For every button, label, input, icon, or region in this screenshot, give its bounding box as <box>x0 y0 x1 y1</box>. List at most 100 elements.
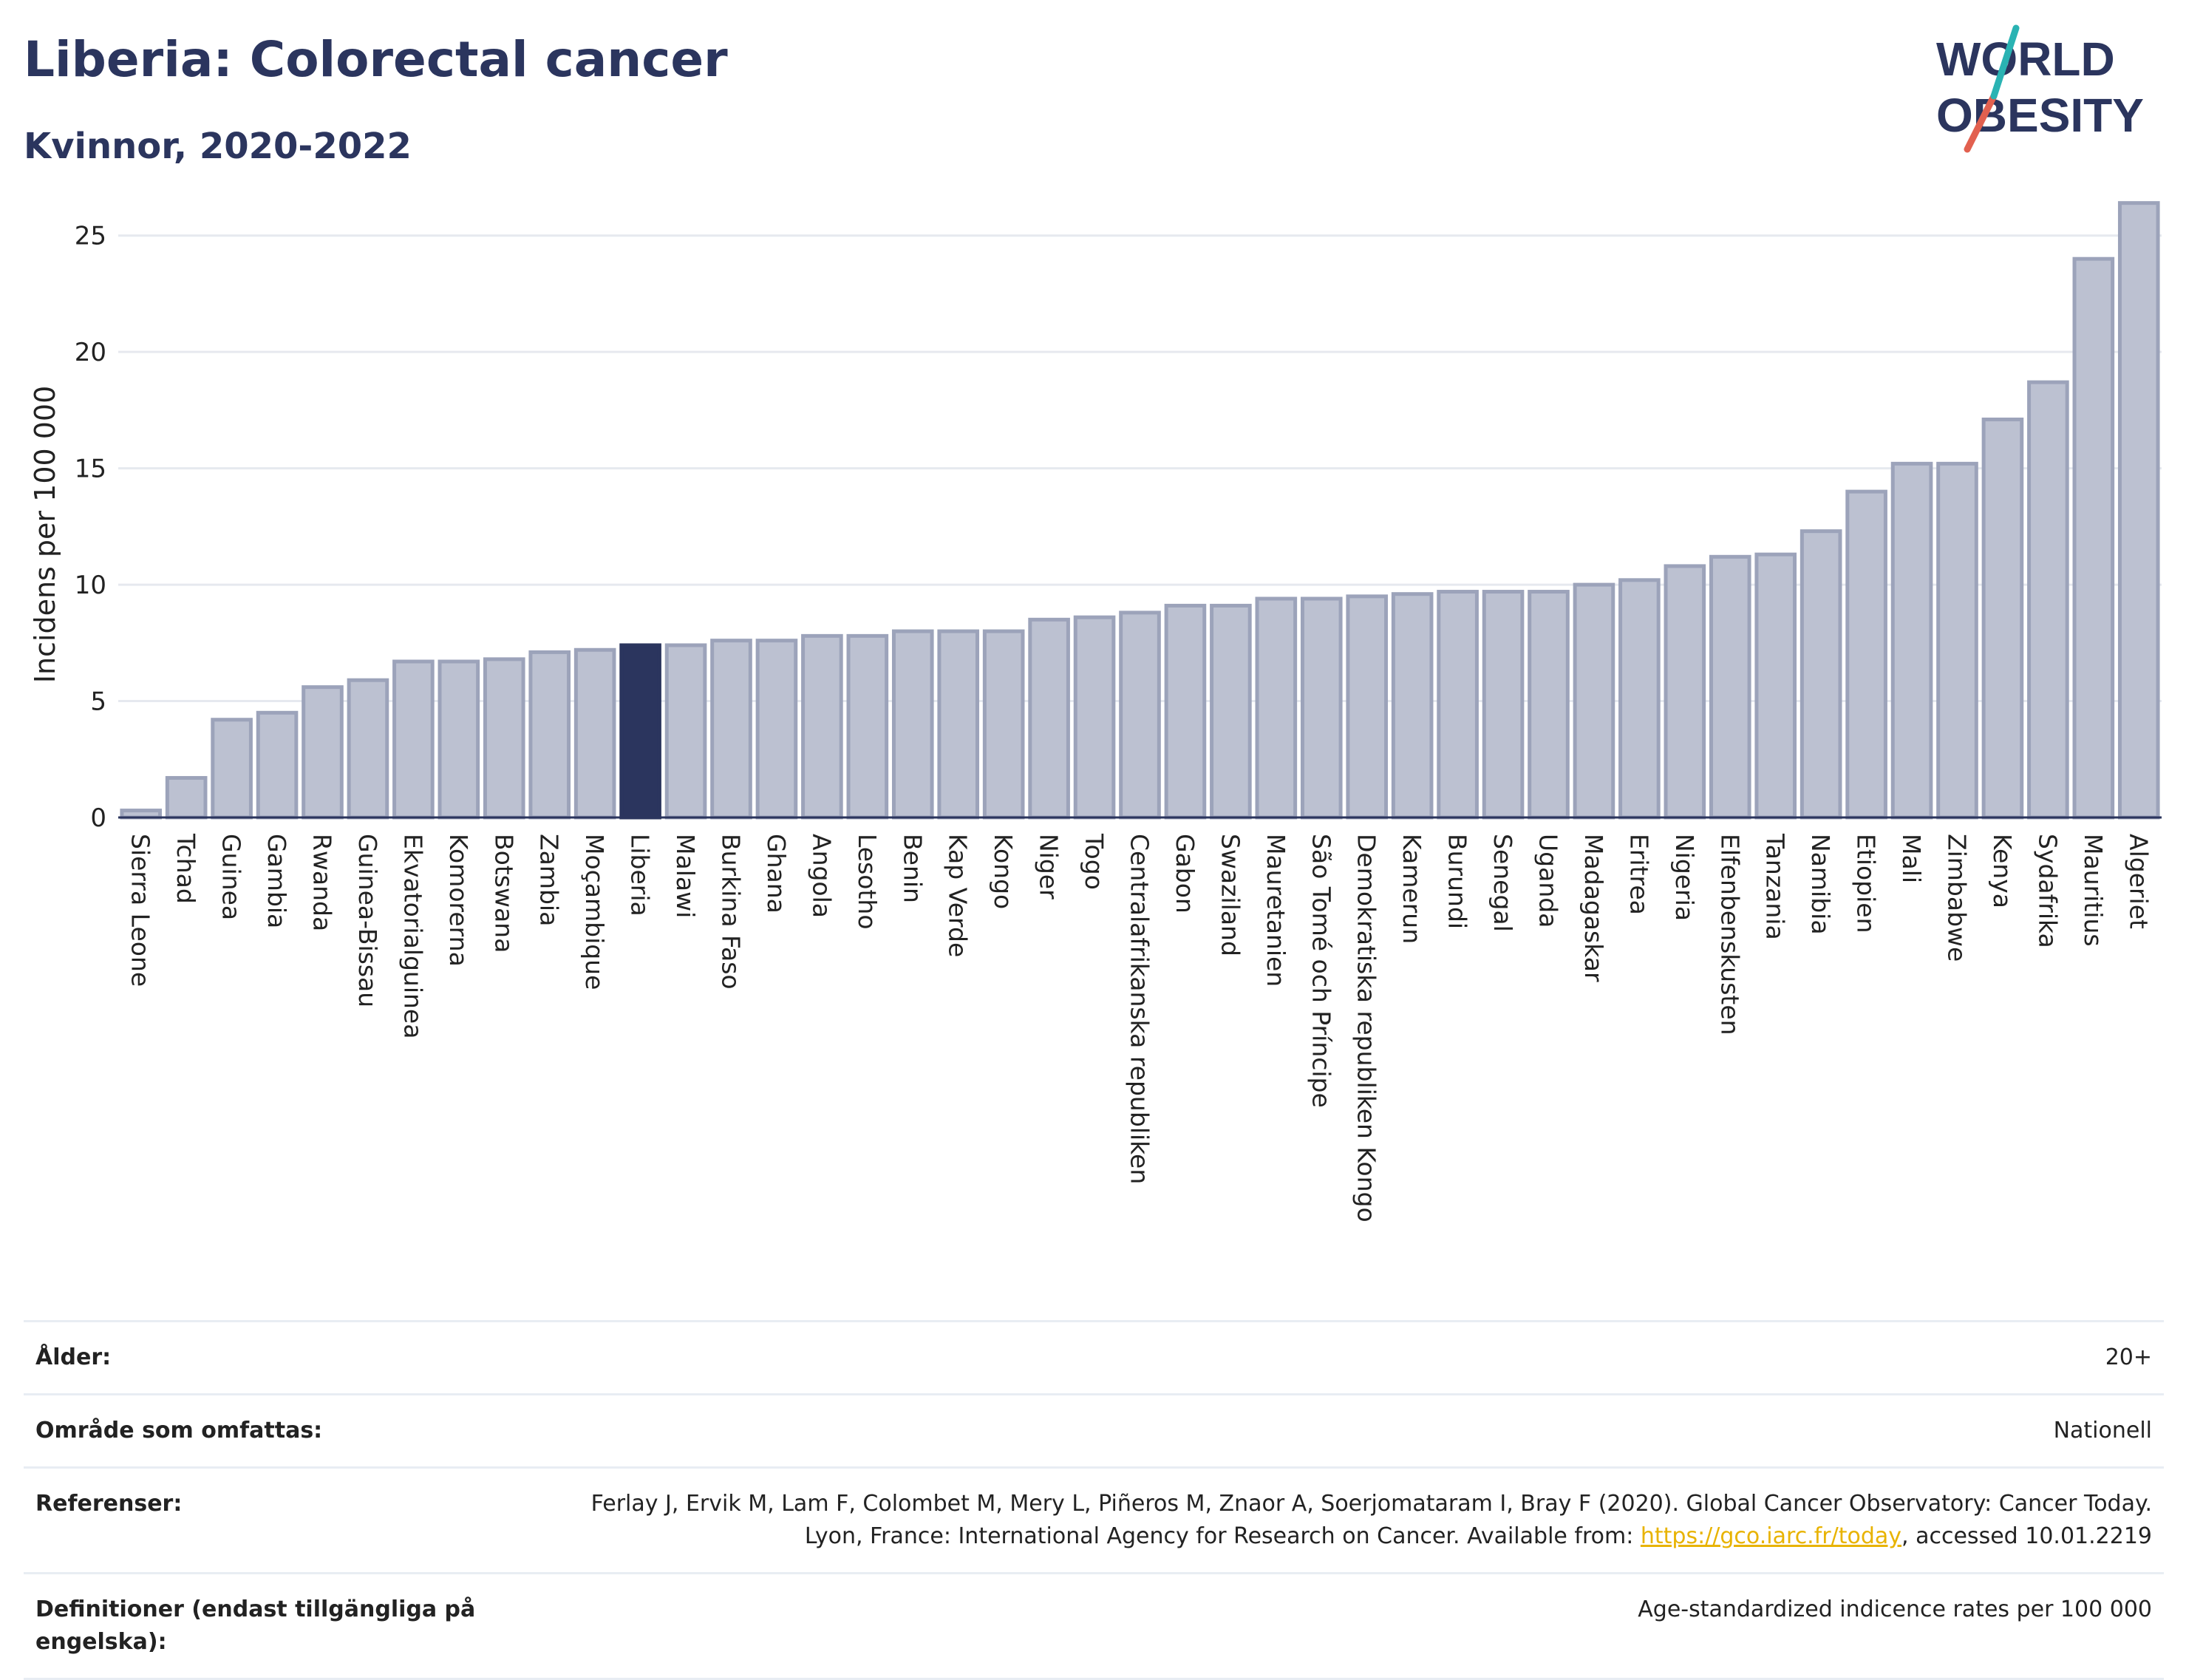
bar-mauretanien[interactable] <box>1255 596 1298 820</box>
bar-ghana[interactable] <box>755 639 798 820</box>
x-tick-label: Zimbabwe <box>1943 834 1972 962</box>
x-tick-label: Guinea <box>217 834 246 920</box>
meta-ref-value: Ferlay J, Ervik M, Lam F, Colombet M, Me… <box>529 1469 2164 1572</box>
bar-lesotho[interactable] <box>846 633 889 820</box>
x-tick-label: Benin <box>898 834 927 903</box>
x-tick-label: Demokratiska republiken Kongo <box>1352 834 1381 1222</box>
x-tick-label: Angola <box>807 834 836 918</box>
bar-kap-verde[interactable] <box>937 629 980 820</box>
meta-ref-text2: , accessed 10.01.2219 <box>1901 1523 2152 1549</box>
bar-burundi[interactable] <box>1437 590 1479 820</box>
meta-ref-text1: Ferlay J, Ervik M, Lam F, Colombet M, Me… <box>590 1491 2152 1549</box>
bar-nigeria[interactable] <box>1664 564 1706 820</box>
y-tick-labels: 0 5 10 15 20 25 <box>75 222 106 833</box>
x-tick-label: Malawi <box>671 834 700 918</box>
bar-komorerna[interactable] <box>437 659 480 820</box>
x-tick-label: Kamerun <box>1397 834 1426 944</box>
bar-namibia[interactable] <box>1799 529 1842 820</box>
chart-title: Liberia: Colorectal cancer <box>24 31 728 88</box>
bar-elfenbenskusten[interactable] <box>1709 554 1751 820</box>
bar-gabon[interactable] <box>1164 603 1207 820</box>
meta-age-label: Ålder: <box>35 1344 112 1370</box>
bar-guinea-bissau[interactable] <box>347 678 389 820</box>
bar-uganda[interactable] <box>1528 590 1570 820</box>
meta-ref-label: Referenser: <box>35 1491 183 1517</box>
x-tick-label: Rwanda <box>308 834 337 931</box>
x-tick-label: Guinea-Bissau <box>353 834 382 1007</box>
logo-line1: WORLD <box>1936 33 2115 86</box>
meta-def-value: Age-standardized indicence rates per 100… <box>1638 1596 2152 1622</box>
x-tick-label: Niger <box>1035 834 1063 899</box>
x-tick-label: Mauritius <box>2079 834 2108 947</box>
x-tick-label: Kap Verde <box>944 834 973 957</box>
x-tick-label: Elfenbenskusten <box>1715 834 1744 1035</box>
bar-centralafrikanska-republiken[interactable] <box>1119 611 1161 820</box>
x-tick-label: Uganda <box>1534 834 1563 928</box>
meta-age-value: 20+ <box>2105 1344 2152 1370</box>
x-tick-label: Moçambique <box>580 834 609 990</box>
bar-niger[interactable] <box>1028 617 1070 820</box>
bar-botswana[interactable] <box>483 657 525 820</box>
x-tick-label: Madagaskar <box>1579 834 1608 982</box>
bar-moçambique[interactable] <box>573 647 616 820</box>
x-tick-label: Mali <box>1897 834 1926 883</box>
bar-zambia[interactable] <box>528 650 571 820</box>
bar-mali[interactable] <box>1890 461 1933 820</box>
x-tick-label: Zambia <box>535 834 564 926</box>
x-tick-labels: Sierra Leone Tchad Guinea Gambia Rwanda Guine… <box>126 833 2153 1222</box>
y-tick-label: 25 <box>75 222 106 251</box>
x-tick-label: Gabon <box>1171 834 1199 914</box>
bar-liberia[interactable] <box>619 643 661 820</box>
bar-kamerun[interactable] <box>1391 592 1434 820</box>
bar-kongo[interactable] <box>982 629 1025 820</box>
x-tick-label: Eritrea <box>1624 834 1653 915</box>
bar-malawi[interactable] <box>664 643 707 820</box>
x-tick-label: Kongo <box>989 834 1018 909</box>
reference-link[interactable]: https://gco.iarc.fr/today <box>1640 1523 1902 1549</box>
x-tick-label: Sydafrika <box>2033 834 2062 948</box>
x-tick-label: Ghana <box>762 834 791 914</box>
bar-angola[interactable] <box>801 633 843 820</box>
meta-row-references: Referenser: Ferlay J, Ervik M, Lam F, Co… <box>24 1466 2164 1572</box>
bar-guinea[interactable] <box>211 718 253 820</box>
bar-zimbabwe[interactable] <box>1936 461 1978 820</box>
bar-sydafrika[interactable] <box>2027 380 2069 820</box>
bar-ekvatorialguinea[interactable] <box>392 659 435 820</box>
x-tick-label: Algeriet <box>2124 834 2153 929</box>
bar-kenya[interactable] <box>1981 418 2024 820</box>
bar-togo[interactable] <box>1073 615 1116 820</box>
y-tick-label: 20 <box>75 338 106 367</box>
x-tick-label: Botswana <box>489 834 518 953</box>
bar-eritrea[interactable] <box>1618 578 1661 820</box>
x-tick-label: Etiopien <box>1852 834 1881 933</box>
y-tick-label: 10 <box>75 571 106 600</box>
bar-rwanda[interactable] <box>302 685 344 820</box>
bar-senegal[interactable] <box>1482 590 1525 820</box>
meta-area-value: Nationell <box>2053 1418 2152 1443</box>
meta-row-area: Område som omfattas: Nationell <box>24 1393 2164 1466</box>
y-tick-label: 0 <box>90 803 106 833</box>
bar-algeriet[interactable] <box>2117 201 2160 820</box>
bar-chart: 0 5 10 15 20 25 Sierra Leone Tchad Guinea Gambia… <box>29 201 2162 1222</box>
x-tick-label: Centralafrikanska republiken <box>1126 834 1154 1184</box>
logo-slash-teal <box>1990 24 2020 100</box>
bar-demokratiska-republiken-kongo[interactable] <box>1346 594 1389 820</box>
bar-swaziland[interactable] <box>1210 603 1252 820</box>
x-tick-label: Lesotho <box>853 834 882 930</box>
logo-line2: OBESITY <box>1936 89 2144 142</box>
bar-tanzania[interactable] <box>1754 552 1797 820</box>
bar-benin[interactable] <box>891 629 934 820</box>
x-tick-label: Komorerna <box>444 834 473 967</box>
bar-burkina-faso[interactable] <box>710 639 752 820</box>
x-tick-label: Nigeria <box>1670 834 1699 921</box>
x-tick-label: Namibia <box>1806 834 1835 935</box>
x-tick-label: Togo <box>1080 833 1109 890</box>
bar-mauritius[interactable] <box>2072 256 2115 820</box>
meta-row-definitions: Definitioner (endast tillgängliga på eng… <box>24 1572 2164 1680</box>
bar-são-tomé-och-príncipe[interactable] <box>1300 596 1343 820</box>
bar-etiopien[interactable] <box>1845 489 1887 820</box>
bar-gambia[interactable] <box>256 710 299 820</box>
bars <box>120 201 2160 820</box>
bar-madagaskar[interactable] <box>1573 582 1615 820</box>
bar-tchad[interactable] <box>165 775 208 820</box>
